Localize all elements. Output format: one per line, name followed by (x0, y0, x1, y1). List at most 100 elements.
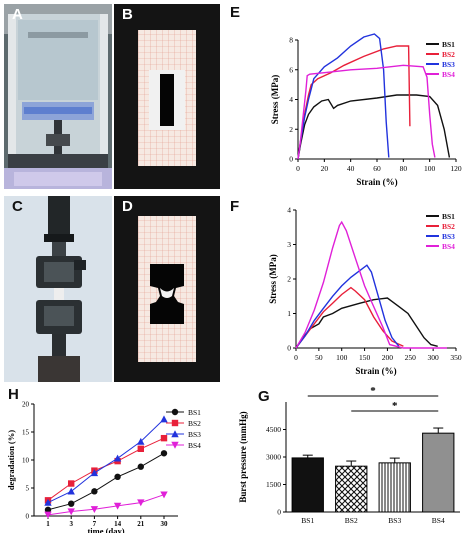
legend-label-bs4: BS4 (188, 441, 201, 450)
legend-label-bs4: BS4 (442, 70, 455, 79)
panel-label-d: D (122, 198, 133, 215)
legend-marker-bs2 (171, 419, 179, 427)
photo-b-sample-grid: B (114, 4, 220, 189)
y-tick-label: 4 (287, 206, 291, 215)
data-point-bs4 (90, 506, 99, 513)
data-point-bs4 (160, 491, 168, 499)
data-point-bs1 (160, 450, 168, 457)
bar-bs1 (291, 457, 324, 513)
y-tick-label: 2 (289, 125, 293, 134)
x-tick-label: 100 (424, 164, 436, 173)
chart-h-degradation: H 1 3 7 14 21 30 0 5 10 15 20 time (day) degradation… (0, 384, 222, 533)
panel-label-e: E (230, 4, 241, 21)
legend-label-bs1: BS1 (442, 40, 455, 49)
x-tick-label: BS4 (432, 516, 445, 525)
y-tick-label: 10 (22, 457, 30, 465)
significance-star: * (392, 400, 398, 412)
data-point-bs1 (137, 463, 144, 470)
data-point-bs2 (68, 480, 75, 487)
y-axis-title: Burst pressure (mmHg) (238, 411, 248, 502)
x-axis-title: time (day) (87, 526, 124, 533)
panel-label-b: B (122, 6, 133, 23)
x-tick-label: 120 (450, 164, 462, 173)
legend-label-bs3: BS3 (442, 60, 455, 69)
x-tick-label: 1 (46, 520, 50, 528)
legend-label-bs3: BS3 (442, 232, 455, 241)
legend-marker-bs1 (171, 408, 179, 416)
legend-marker-bs4 (171, 441, 179, 449)
y-axis-title: Stress (MPa) (270, 75, 280, 125)
data-point-bs4 (67, 508, 75, 516)
data-point-bs1 (114, 473, 121, 480)
bar-bs3 (378, 462, 411, 513)
x-tick-label: 7 (93, 520, 97, 528)
y-tick-label: 2 (287, 275, 291, 284)
x-tick-label: 150 (359, 353, 371, 362)
data-point-bs2 (137, 445, 144, 452)
y-axis-title: degradation (%) (6, 430, 16, 490)
data-point-bs4 (113, 502, 122, 510)
y-tick-label: 0 (287, 344, 291, 353)
series-line-bs1 (47, 452, 165, 511)
y-tick-label: 3000 (266, 453, 281, 462)
data-point-bs3 (160, 415, 168, 423)
y-tick-label: 20 (22, 401, 30, 409)
panel-label-h: H (8, 386, 19, 403)
series-line-bs2 (295, 286, 404, 349)
photo-c-clamped-sample: C (4, 196, 112, 382)
y-tick-label: 1500 (266, 480, 281, 489)
x-tick-label: 0 (294, 353, 298, 362)
data-point-bs3 (113, 454, 122, 462)
y-tick-label: 4500 (266, 425, 281, 434)
x-tick-label: 250 (405, 353, 417, 362)
legend-label-bs2: BS2 (442, 50, 455, 59)
data-point-bs1 (91, 488, 98, 495)
series-line-bs3 (47, 418, 165, 504)
series-line-bs4 (295, 220, 447, 349)
data-point-bs4 (137, 499, 145, 507)
series-line-bs3 (297, 33, 390, 160)
y-tick-label: 4 (289, 95, 293, 104)
series-line-bs4 (297, 64, 436, 160)
series-line-bs1 (297, 94, 451, 160)
y-tick-label: 15 (22, 429, 30, 437)
data-point-bs3 (90, 469, 99, 477)
x-tick-label: 50 (315, 353, 323, 362)
data-point-bs2 (160, 434, 168, 442)
series-line-bs2 (47, 437, 165, 501)
x-tick-label: 100 (336, 353, 348, 362)
data-point-bs3 (67, 487, 75, 495)
panel-label-g: G (258, 388, 270, 405)
data-point-bs3 (44, 498, 52, 506)
x-tick-label: 350 (450, 353, 462, 362)
legend-label-bs2: BS2 (188, 419, 201, 428)
y-tick-label: 0 (289, 155, 293, 164)
x-tick-label: BS3 (388, 516, 401, 525)
chart-g-burst-pressure: G 0 1500 3000 4500 Burst pressure (mmHg) BS1 B… (222, 384, 474, 533)
series-line-bs3 (295, 264, 400, 349)
y-tick-label: 3 (287, 240, 291, 249)
legend-marker-bs3 (171, 430, 179, 438)
x-tick-label: 40 (347, 164, 355, 173)
x-tick-label: 0 (296, 164, 300, 173)
x-tick-label: BS1 (301, 516, 314, 525)
y-tick-label: 1 (287, 309, 291, 318)
legend-label-bs1: BS1 (442, 212, 455, 221)
panel-label-f: F (230, 198, 240, 215)
x-tick-label: 60 (373, 164, 381, 173)
x-tick-label: 21 (137, 520, 145, 528)
x-tick-label: 20 (321, 164, 329, 173)
data-point-bs1 (68, 500, 75, 507)
y-tick-label: 0 (26, 513, 30, 521)
series-line-bs1 (295, 297, 438, 349)
significance-star: * (370, 385, 376, 397)
legend-label-bs2: BS2 (442, 222, 455, 231)
x-tick-label: BS2 (345, 516, 358, 525)
data-point-bs1 (44, 506, 52, 514)
x-tick-label: 30 (161, 520, 169, 528)
x-tick-label: 3 (69, 520, 73, 528)
x-tick-label: 200 (382, 353, 394, 362)
photo-d-ruptured-sample: D (114, 196, 220, 382)
